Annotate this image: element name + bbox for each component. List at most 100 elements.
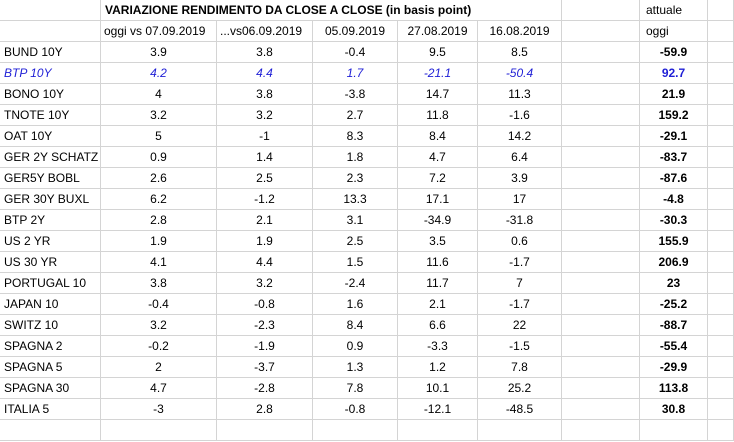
value-cell[interactable]: -0.4: [101, 294, 217, 315]
row-label[interactable]: US 2 YR: [0, 231, 101, 252]
cell[interactable]: [708, 294, 734, 315]
value-cell[interactable]: 14.2: [478, 126, 562, 147]
current-value-cell[interactable]: 30.8: [640, 399, 708, 420]
row-label[interactable]: SPAGNA 30: [0, 378, 101, 399]
cell[interactable]: [708, 399, 734, 420]
value-cell[interactable]: -2.8: [217, 378, 313, 399]
value-cell[interactable]: 10.1: [398, 378, 478, 399]
value-cell[interactable]: 11.3: [478, 84, 562, 105]
cell[interactable]: [562, 168, 640, 189]
value-cell[interactable]: -1: [217, 126, 313, 147]
cell[interactable]: [0, 21, 101, 42]
value-cell[interactable]: -3: [101, 399, 217, 420]
value-cell[interactable]: 3.1: [313, 210, 398, 231]
cell[interactable]: [708, 420, 734, 441]
value-cell[interactable]: 7: [478, 273, 562, 294]
value-cell[interactable]: 4.7: [101, 378, 217, 399]
row-label[interactable]: SPAGNA 5: [0, 357, 101, 378]
cell[interactable]: [708, 105, 734, 126]
cell[interactable]: [708, 21, 734, 42]
value-cell[interactable]: 4.7: [398, 147, 478, 168]
cell[interactable]: [562, 189, 640, 210]
value-cell[interactable]: 8.3: [313, 126, 398, 147]
value-cell[interactable]: 1.9: [217, 231, 313, 252]
cell[interactable]: [708, 189, 734, 210]
value-cell[interactable]: 2.3: [313, 168, 398, 189]
cell[interactable]: [562, 315, 640, 336]
value-cell[interactable]: -34.9: [398, 210, 478, 231]
current-value-cell[interactable]: 159.2: [640, 105, 708, 126]
row-label[interactable]: PORTUGAL 10: [0, 273, 101, 294]
value-cell[interactable]: 11.7: [398, 273, 478, 294]
cell[interactable]: [562, 378, 640, 399]
value-cell[interactable]: 4: [101, 84, 217, 105]
cell[interactable]: [708, 231, 734, 252]
current-value-cell[interactable]: -30.3: [640, 210, 708, 231]
value-cell[interactable]: 0.9: [313, 336, 398, 357]
cell[interactable]: [708, 84, 734, 105]
cell[interactable]: [562, 273, 640, 294]
value-cell[interactable]: 3.2: [101, 315, 217, 336]
value-cell[interactable]: 1.2: [398, 357, 478, 378]
value-cell[interactable]: 2.1: [217, 210, 313, 231]
row-label[interactable]: SPAGNA 2: [0, 336, 101, 357]
value-cell[interactable]: 13.3: [313, 189, 398, 210]
cell[interactable]: [562, 21, 640, 42]
value-cell[interactable]: 2: [101, 357, 217, 378]
value-cell[interactable]: 2.5: [313, 231, 398, 252]
current-value-cell[interactable]: -29.1: [640, 126, 708, 147]
current-value-cell[interactable]: -88.7: [640, 315, 708, 336]
value-cell[interactable]: 22: [478, 315, 562, 336]
value-cell[interactable]: 0.9: [101, 147, 217, 168]
value-cell[interactable]: 17: [478, 189, 562, 210]
cell[interactable]: [562, 336, 640, 357]
cell[interactable]: [562, 126, 640, 147]
current-value-cell[interactable]: 113.8: [640, 378, 708, 399]
value-cell[interactable]: 3.5: [398, 231, 478, 252]
current-sub-label[interactable]: oggi: [640, 21, 708, 42]
value-cell[interactable]: 3.9: [478, 168, 562, 189]
value-cell[interactable]: -1.2: [217, 189, 313, 210]
value-cell[interactable]: 3.9: [101, 42, 217, 63]
cell[interactable]: [708, 126, 734, 147]
row-label[interactable]: BONO 10Y: [0, 84, 101, 105]
cell[interactable]: [640, 420, 708, 441]
cell[interactable]: [708, 336, 734, 357]
cell[interactable]: [313, 420, 398, 441]
cell[interactable]: [708, 168, 734, 189]
value-cell[interactable]: 4.2: [101, 63, 217, 84]
value-cell[interactable]: 14.7: [398, 84, 478, 105]
value-cell[interactable]: -1.7: [478, 252, 562, 273]
value-cell[interactable]: 2.5: [217, 168, 313, 189]
value-cell[interactable]: 1.5: [313, 252, 398, 273]
value-cell[interactable]: -1.7: [478, 294, 562, 315]
value-cell[interactable]: 2.8: [101, 210, 217, 231]
cell[interactable]: [562, 0, 640, 21]
cell[interactable]: [0, 420, 101, 441]
current-value-cell[interactable]: 206.9: [640, 252, 708, 273]
value-cell[interactable]: 4.4: [217, 63, 313, 84]
current-value-cell[interactable]: -87.6: [640, 168, 708, 189]
cell[interactable]: [708, 252, 734, 273]
cell[interactable]: [562, 357, 640, 378]
value-cell[interactable]: 4.4: [217, 252, 313, 273]
value-cell[interactable]: 1.3: [313, 357, 398, 378]
value-cell[interactable]: 6.2: [101, 189, 217, 210]
value-cell[interactable]: 11.6: [398, 252, 478, 273]
value-cell[interactable]: 8.4: [398, 126, 478, 147]
row-label[interactable]: BTP 2Y: [0, 210, 101, 231]
cell[interactable]: [562, 147, 640, 168]
value-cell[interactable]: -21.1: [398, 63, 478, 84]
value-cell[interactable]: 6.4: [478, 147, 562, 168]
cell[interactable]: [562, 42, 640, 63]
value-cell[interactable]: 7.8: [478, 357, 562, 378]
current-label[interactable]: attuale: [640, 0, 708, 21]
row-label[interactable]: ITALIA 5: [0, 399, 101, 420]
value-cell[interactable]: 7.2: [398, 168, 478, 189]
value-cell[interactable]: 7.8: [313, 378, 398, 399]
column-header[interactable]: 16.08.2019: [478, 21, 562, 42]
value-cell[interactable]: 8.4: [313, 315, 398, 336]
row-label[interactable]: JAPAN 10: [0, 294, 101, 315]
cell[interactable]: [562, 105, 640, 126]
cell[interactable]: [708, 273, 734, 294]
